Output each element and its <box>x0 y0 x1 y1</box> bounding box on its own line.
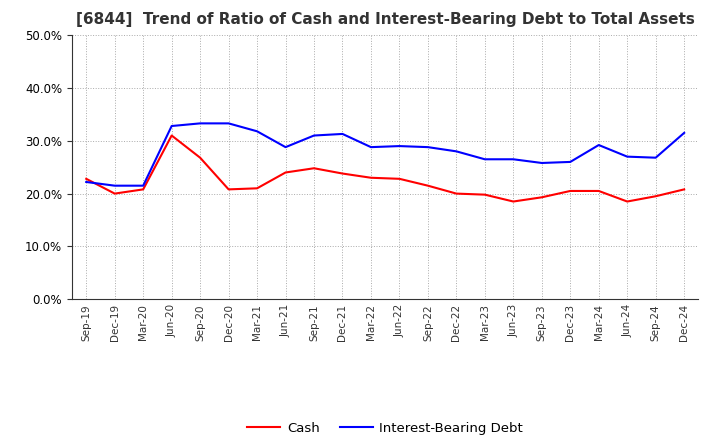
Cash <box>595 188 603 194</box>
Interest-Bearing Debt <box>509 157 518 162</box>
Cash <box>110 191 119 196</box>
Interest-Bearing Debt <box>139 183 148 188</box>
Cash <box>196 155 204 160</box>
Interest-Bearing Debt <box>452 149 461 154</box>
Interest-Bearing Debt <box>366 144 375 150</box>
Cash <box>509 199 518 204</box>
Cash <box>537 194 546 200</box>
Interest-Bearing Debt <box>595 143 603 148</box>
Cash <box>338 171 347 176</box>
Cash <box>423 183 432 188</box>
Cash <box>480 192 489 197</box>
Interest-Bearing Debt <box>423 144 432 150</box>
Legend: Cash, Interest-Bearing Debt: Cash, Interest-Bearing Debt <box>242 417 528 440</box>
Interest-Bearing Debt <box>566 159 575 165</box>
Interest-Bearing Debt <box>253 128 261 134</box>
Cash <box>253 186 261 191</box>
Cash <box>139 187 148 192</box>
Cash <box>366 175 375 180</box>
Interest-Bearing Debt <box>110 183 119 188</box>
Interest-Bearing Debt <box>196 121 204 126</box>
Interest-Bearing Debt <box>82 180 91 185</box>
Line: Cash: Cash <box>86 136 684 202</box>
Interest-Bearing Debt <box>395 143 404 149</box>
Interest-Bearing Debt <box>338 131 347 136</box>
Cash <box>452 191 461 196</box>
Interest-Bearing Debt <box>225 121 233 126</box>
Interest-Bearing Debt <box>652 155 660 160</box>
Cash <box>623 199 631 204</box>
Cash <box>82 176 91 181</box>
Cash <box>566 188 575 194</box>
Interest-Bearing Debt <box>282 144 290 150</box>
Cash <box>225 187 233 192</box>
Cash <box>167 133 176 138</box>
Interest-Bearing Debt <box>310 133 318 138</box>
Interest-Bearing Debt <box>480 157 489 162</box>
Cash <box>395 176 404 181</box>
Cash <box>282 170 290 175</box>
Interest-Bearing Debt <box>537 160 546 165</box>
Title: [6844]  Trend of Ratio of Cash and Interest-Bearing Debt to Total Assets: [6844] Trend of Ratio of Cash and Intere… <box>76 12 695 27</box>
Interest-Bearing Debt <box>623 154 631 159</box>
Interest-Bearing Debt <box>167 123 176 128</box>
Cash <box>652 194 660 199</box>
Interest-Bearing Debt <box>680 130 688 136</box>
Cash <box>310 165 318 171</box>
Line: Interest-Bearing Debt: Interest-Bearing Debt <box>86 123 684 186</box>
Cash <box>680 187 688 192</box>
